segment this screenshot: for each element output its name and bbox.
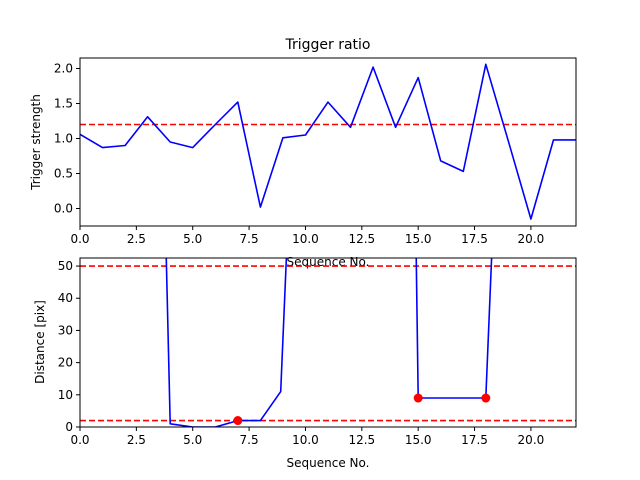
y-axis-label: Trigger strength <box>29 94 43 191</box>
series-line-1 <box>415 258 493 399</box>
x-tick-label: 10.0 <box>292 232 319 246</box>
y-tick-label: 0.5 <box>54 167 73 181</box>
axes-frame <box>79 257 577 428</box>
y-tick-label: 0 <box>65 420 73 434</box>
x-axis: 0.0 2.5 5.0 7.5 10.0 12.5 15.0 17.5 20.0 <box>70 427 544 447</box>
y-tick-label: 1.0 <box>54 132 73 146</box>
marker-point-0 <box>233 416 243 426</box>
y-tick-label: 40 <box>58 291 73 305</box>
series-line-0 <box>165 258 288 427</box>
distance-chart: 0.0 2.5 5.0 7.5 10.0 12.5 15.0 17.5 20.0 0 10 20 30… <box>33 257 577 470</box>
y-axis-label: Distance [pix] <box>33 300 47 384</box>
x-tick-label: 5.0 <box>183 433 202 447</box>
x-tick-label: 0.0 <box>70 433 89 447</box>
x-tick-label: 10.0 <box>292 433 319 447</box>
x-tick-label: 2.5 <box>127 232 146 246</box>
y-axis: 0.0 0.5 1.0 1.5 2.0 <box>54 62 80 216</box>
x-axis-label: Sequence No. <box>287 255 370 269</box>
trigger-ratio-chart: Trigger ratio 0.0 2.5 5.0 7.5 10.0 12.5 15.0 17… <box>29 37 577 269</box>
y-axis: 0 10 20 30 40 50 <box>58 259 80 434</box>
plot-area <box>80 258 576 427</box>
marker-point-1 <box>413 393 423 403</box>
y-tick-label: 1.5 <box>54 97 73 111</box>
x-tick-label: 15.0 <box>405 232 432 246</box>
x-tick-label: 15.0 <box>405 433 432 447</box>
chart-title: Trigger ratio <box>284 37 370 53</box>
axes-frame <box>79 57 577 227</box>
y-tick-label: 50 <box>58 259 73 273</box>
marker-point-2 <box>481 393 491 403</box>
y-tick-label: 0.0 <box>54 202 73 216</box>
x-tick-label: 12.5 <box>348 232 375 246</box>
plot-area <box>80 63 576 220</box>
x-axis: 0.0 2.5 5.0 7.5 10.0 12.5 15.0 17.5 20.0 <box>70 226 544 246</box>
x-tick-label: 20.0 <box>518 433 545 447</box>
x-tick-label: 17.5 <box>461 433 488 447</box>
x-tick-label: 7.5 <box>240 433 259 447</box>
x-tick-label: 12.5 <box>348 433 375 447</box>
y-tick-label: 30 <box>58 323 73 337</box>
y-tick-label: 20 <box>58 356 73 370</box>
y-tick-label: 10 <box>58 388 73 402</box>
x-tick-label: 7.5 <box>240 232 259 246</box>
x-tick-label: 5.0 <box>183 232 202 246</box>
x-tick-label: 17.5 <box>461 232 488 246</box>
x-tick-label: 0.0 <box>70 232 89 246</box>
y-tick-label: 2.0 <box>54 62 73 76</box>
series-line-0 <box>80 63 576 220</box>
x-tick-label: 20.0 <box>518 232 545 246</box>
x-tick-label: 2.5 <box>127 433 146 447</box>
x-axis-label: Sequence No. <box>287 456 370 470</box>
